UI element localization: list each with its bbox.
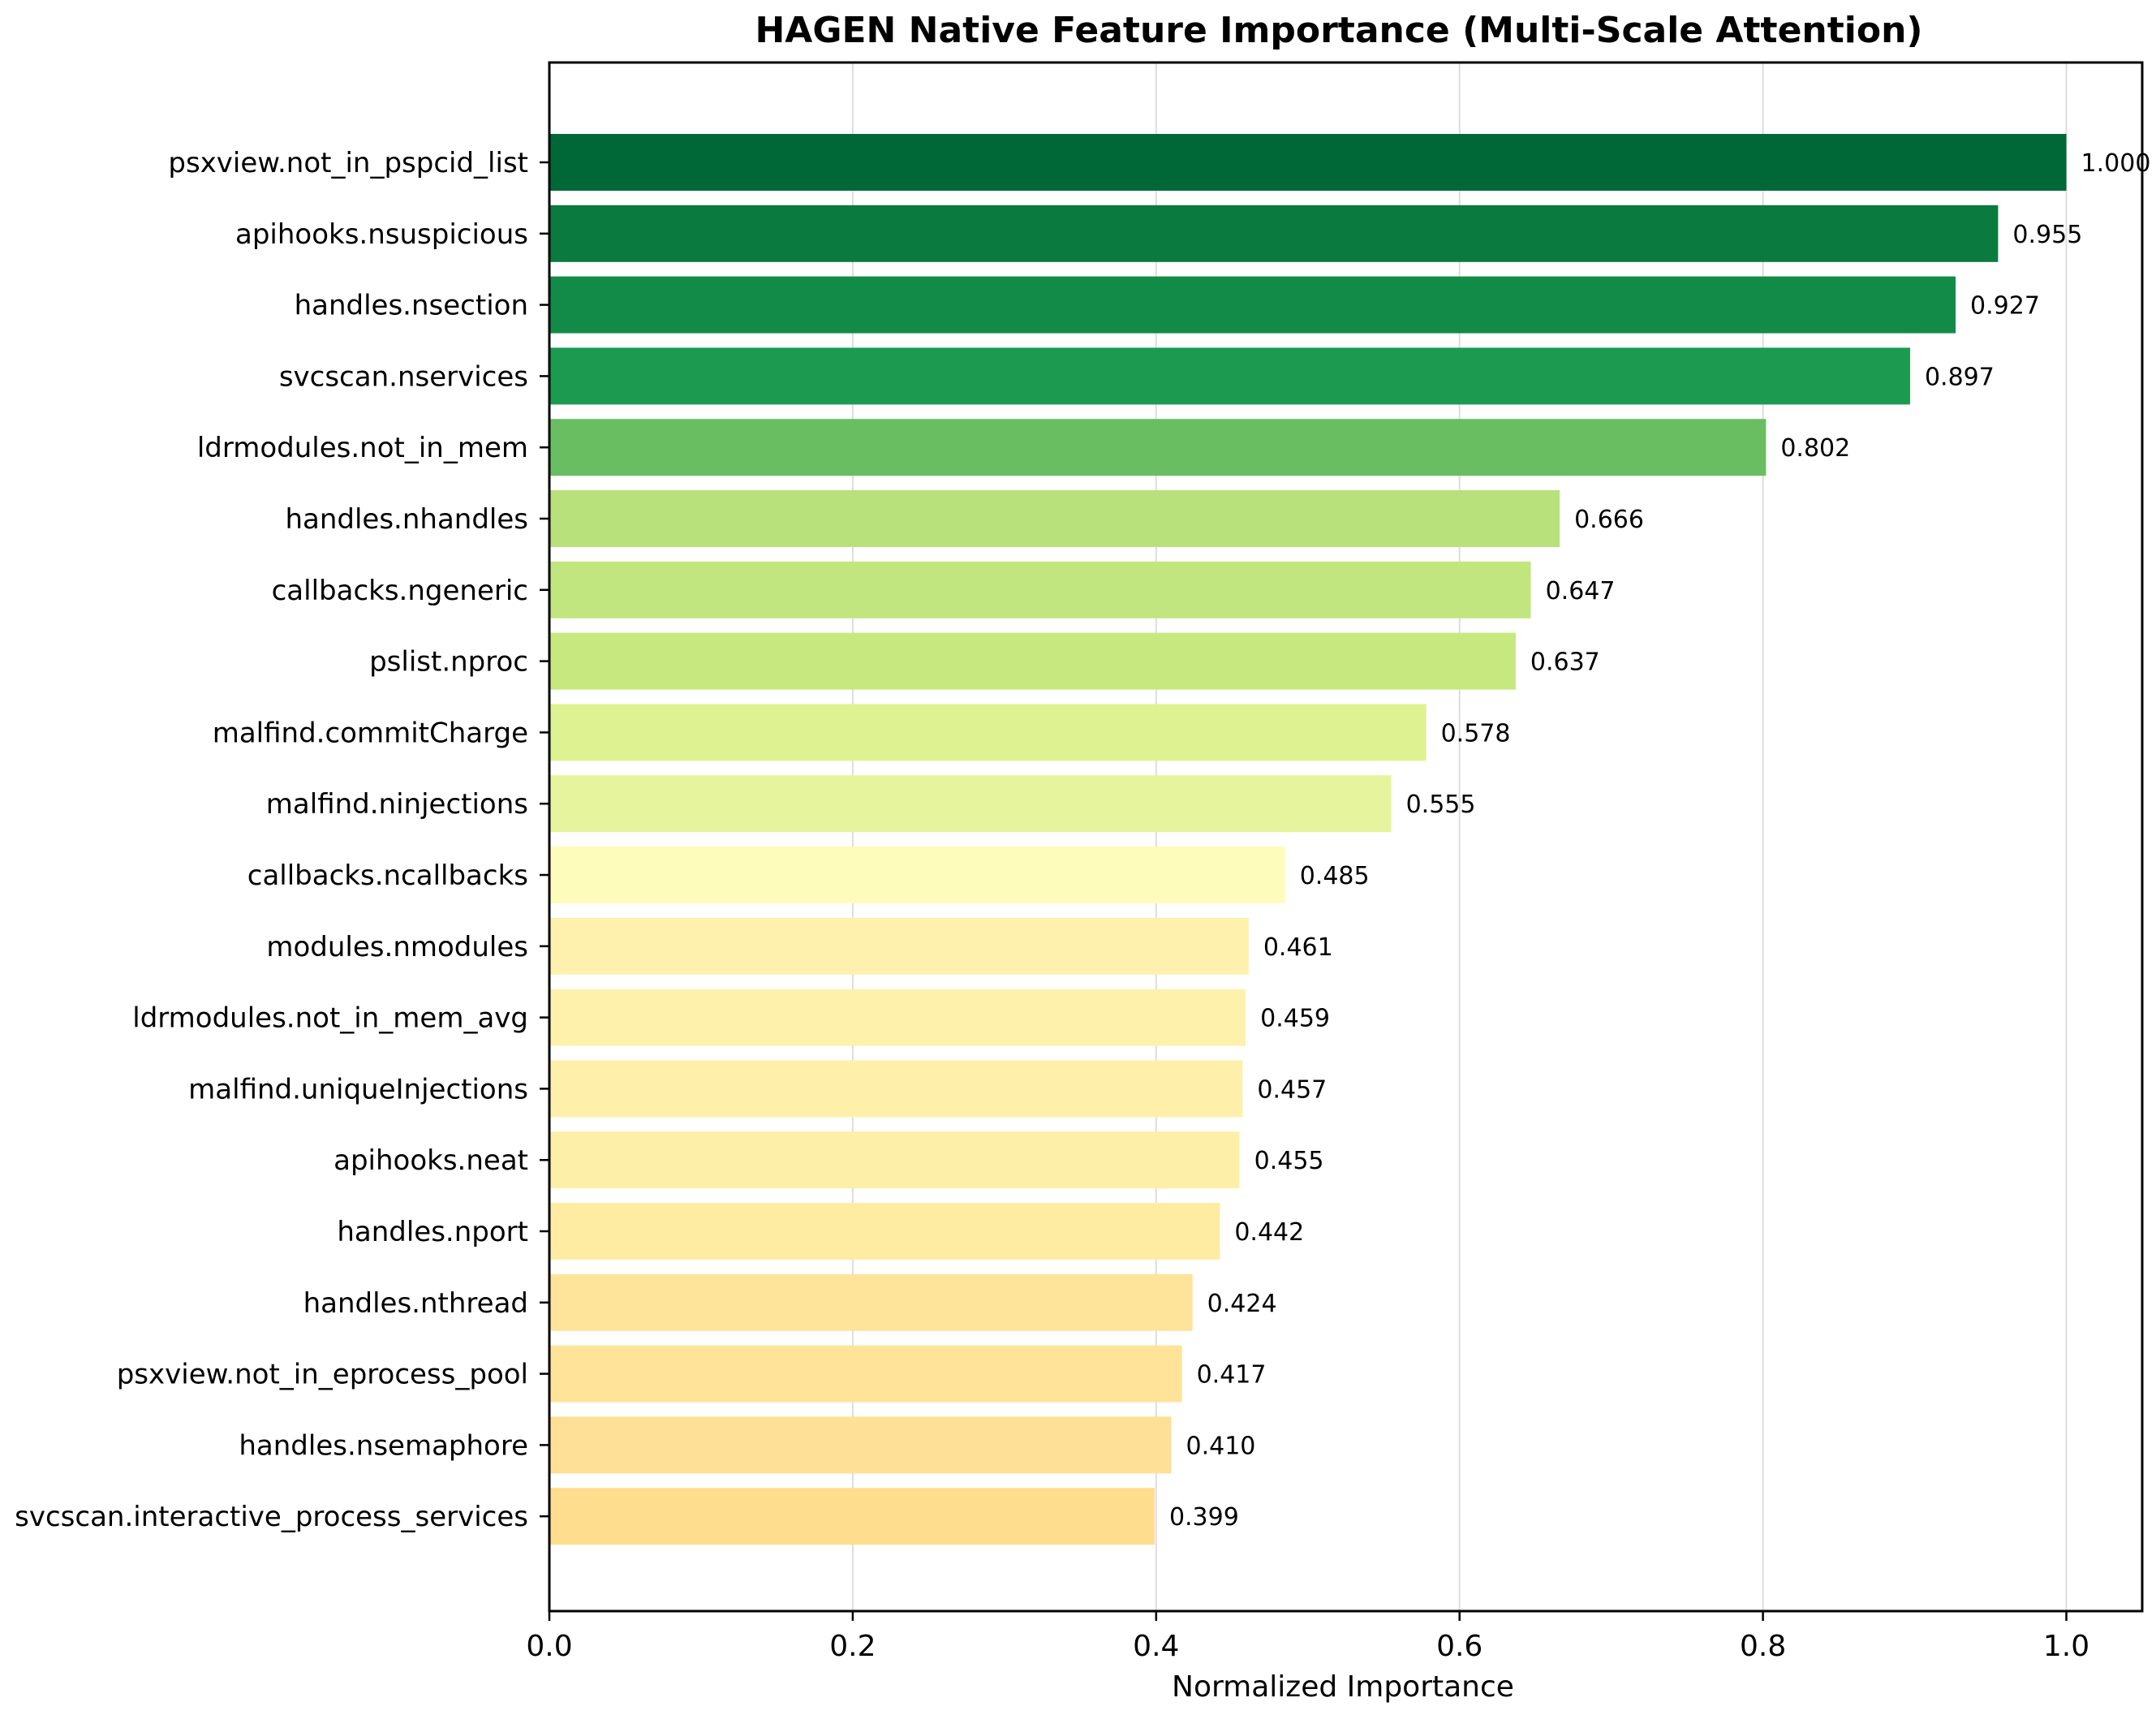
bar-value-label: 0.442 [1234,1218,1304,1247]
category-label: psxview.not_in_pspcid_list [168,147,528,179]
bar-value-label: 0.417 [1197,1361,1267,1390]
bar [549,561,1531,618]
bar [549,276,1956,334]
bar-value-label: 0.410 [1186,1432,1256,1460]
x-tick-label: 0.4 [1133,1630,1179,1663]
bar-value-label: 0.461 [1263,933,1333,962]
bar-value-label: 0.485 [1300,862,1370,890]
category-label: handles.nthread [303,1287,528,1320]
bar-value-label: 0.637 [1530,649,1600,677]
bar [549,347,1910,405]
bar [549,1131,1240,1189]
bar [549,1416,1172,1474]
bar-value-label: 0.424 [1207,1290,1277,1318]
bar [549,1488,1155,1545]
bar-value-label: 0.399 [1169,1503,1239,1532]
y-axis-ticks: psxview.not_in_pspcid_list apihooks.nsusp… [15,147,549,1533]
bar-value-label: 1.000 [2081,149,2151,178]
category-label: apihooks.nsuspicious [235,218,528,251]
bar-value-label: 0.647 [1546,577,1616,605]
bar-value-label: 0.555 [1406,791,1476,819]
category-label: handles.nhandles [285,503,528,536]
category-label: malfind.ninjections [266,788,528,821]
x-axis-ticks: 0.0 0.2 0.4 0.6 0.8 1.0 [526,1611,2089,1663]
category-label: malfind.commitCharge [213,717,528,749]
bar-group: 1.000 0.955 0.927 0.897 0.802 0.666 0.647 0.637… [549,134,2150,1545]
category-label: callbacks.ngeneric [272,575,528,607]
category-label: svcscan.interactive_process_services [15,1501,528,1533]
bar [549,632,1516,690]
bar [549,775,1392,833]
bar-value-label: 0.459 [1260,1005,1330,1033]
category-label: apihooks.neat [334,1144,528,1177]
bar [549,205,1999,262]
category-label: malfind.uniqueInjections [188,1073,528,1105]
chart-title: HAGEN Native Feature Importance (Multi-S… [755,10,1922,51]
category-label: svcscan.nservices [279,360,528,393]
category-label: handles.nsection [295,290,528,322]
bar-value-label: 0.457 [1257,1075,1327,1104]
x-tick-label: 0.2 [829,1630,876,1663]
bar [549,847,1285,903]
bar [549,1273,1193,1331]
plot-frame [548,61,2144,1613]
bar-value-label: 0.578 [1441,719,1511,748]
category-label: ldrmodules.not_in_mem_avg [132,1002,528,1035]
category-label: callbacks.ncallbacks [247,860,528,892]
category-label: modules.nmodules [266,931,528,963]
x-tick-label: 0.0 [526,1630,572,1663]
bar-value-label: 0.455 [1254,1147,1324,1175]
bar-value-label: 0.802 [1780,434,1850,463]
x-axis-label: Normalized Importance [1172,1670,1514,1704]
x-tick-label: 0.8 [1740,1630,1786,1663]
bar-value-label: 0.927 [1970,292,2040,321]
x-tick-label: 1.0 [2043,1630,2089,1663]
bar-value-label: 0.955 [2012,221,2082,249]
bar [549,1203,1220,1260]
x-tick-label: 0.6 [1436,1630,1483,1663]
category-label: pslist.nproc [369,646,528,679]
bar [549,1345,1182,1403]
bar [549,134,2067,191]
axes [548,61,2144,1613]
bar [549,917,1249,975]
bar [549,490,1560,547]
category-label: ldrmodules.not_in_mem [197,432,528,464]
category-label: handles.nsemaphore [239,1429,528,1462]
bar [549,419,1767,476]
bar-value-label: 0.897 [1925,363,1995,391]
bar-value-label: 0.666 [1574,506,1644,534]
bar [549,704,1427,761]
bar [549,1060,1243,1118]
bar [549,989,1246,1046]
category-label: handles.nport [337,1216,528,1248]
category-label: psxview.not_in_eprocess_pool [117,1359,528,1391]
